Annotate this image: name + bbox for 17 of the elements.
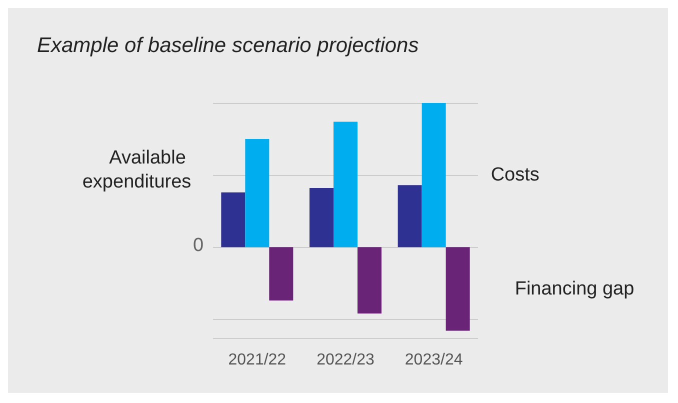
- text: 0: [193, 235, 204, 256]
- bar: [446, 247, 470, 331]
- bar: [334, 122, 358, 248]
- text: Financing gap: [514, 278, 634, 300]
- bar: [310, 188, 334, 248]
- bar: [358, 247, 382, 314]
- bar: [221, 192, 246, 248]
- x-tick-label: 2023/24: [404, 352, 463, 368]
- bar: [398, 185, 422, 248]
- bar: [269, 247, 294, 301]
- text: Costs: [490, 164, 540, 186]
- x-tick-label: 2022/23: [316, 352, 375, 368]
- series-label: Available expenditures: [82, 147, 192, 192]
- bar: [422, 103, 446, 248]
- chart-title: Example of baseline scenario projections: [37, 34, 420, 57]
- x-tick-label: 2021/22: [228, 352, 286, 368]
- bar: [245, 139, 270, 248]
